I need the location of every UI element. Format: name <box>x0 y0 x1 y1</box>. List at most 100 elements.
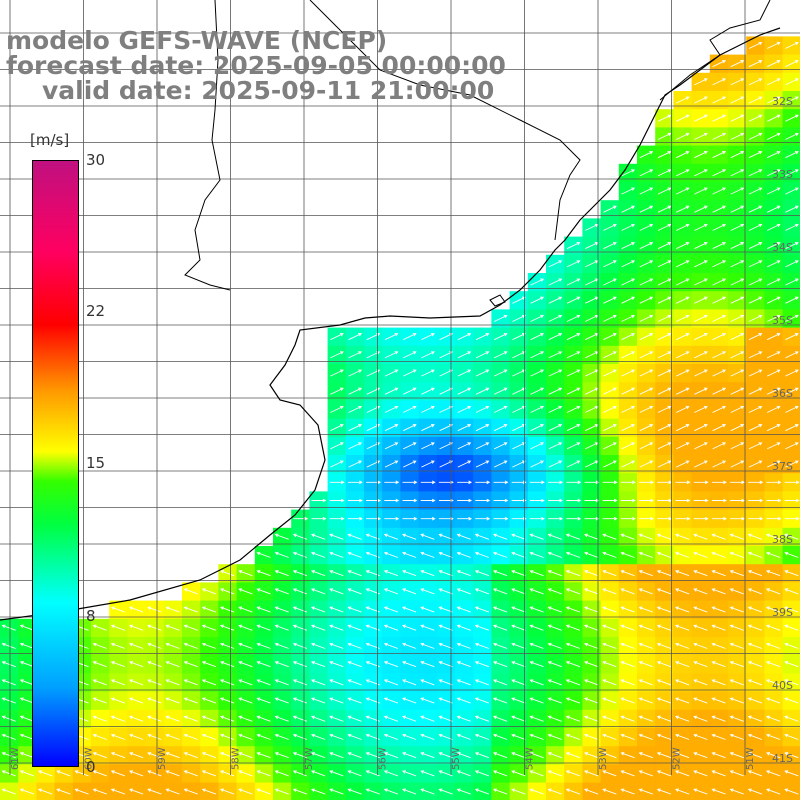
wind-arrow <box>766 642 781 649</box>
wind-arrow <box>620 480 636 485</box>
wind-arrow <box>620 570 635 577</box>
wind-arrow <box>675 752 690 759</box>
wind-arrow <box>620 533 635 540</box>
wind-arrow <box>530 460 545 468</box>
wind-arrow <box>693 516 709 521</box>
wind-arrow <box>402 715 417 722</box>
wind-arrow <box>493 642 508 649</box>
wind-arrow <box>438 661 453 668</box>
wind-arrow <box>110 733 126 740</box>
wind-arrow <box>1 697 16 704</box>
wind-arrow <box>694 424 708 432</box>
wind-arrow <box>438 697 453 704</box>
wind-arrow <box>403 351 417 359</box>
wind-arrow <box>183 752 198 759</box>
wind-arrow <box>638 715 653 722</box>
wind-arrow <box>438 588 453 595</box>
wind-arrow <box>656 606 672 613</box>
wind-arrow <box>474 733 490 740</box>
wind-arrow <box>129 679 144 686</box>
wind-arrow <box>693 533 708 540</box>
wind-arrow <box>274 788 289 795</box>
wind-arrow <box>730 442 745 450</box>
wind-arrow <box>694 223 708 231</box>
wind-arrow <box>19 733 35 740</box>
wind-arrow <box>493 551 508 558</box>
wind-arrow <box>512 405 526 413</box>
wind-arrow <box>748 369 763 377</box>
wind-arrow <box>767 169 781 177</box>
wind-arrow <box>165 679 180 686</box>
wind-arrow <box>329 679 344 686</box>
wind-arrow <box>767 260 781 268</box>
wind-cell <box>637 782 656 800</box>
wind-arrow <box>676 442 690 450</box>
wind-arrow <box>638 661 653 668</box>
wind-arrow <box>547 752 562 759</box>
wind-arrow <box>311 642 326 649</box>
wind-arrow <box>785 151 799 159</box>
wind-arrow <box>675 642 690 649</box>
wind-arrow <box>656 679 672 686</box>
wind-arrow <box>693 733 708 740</box>
wind-arrow <box>712 132 727 140</box>
wind-arrow <box>729 570 744 577</box>
wind-arrow <box>767 41 781 49</box>
wind-arrow <box>694 405 708 413</box>
wind-arrow <box>694 296 708 304</box>
wind-arrow <box>384 460 399 468</box>
wind-arrow <box>602 661 617 668</box>
wind-arrow <box>712 460 727 468</box>
wind-arrow <box>420 498 436 503</box>
wind-arrow <box>438 715 453 722</box>
wind-arrow <box>238 752 253 759</box>
wind-arrow <box>730 460 745 468</box>
wind-arrow <box>657 132 672 140</box>
wind-arrow <box>767 242 781 250</box>
wind-arrow <box>511 551 526 558</box>
wind-arrow <box>620 551 635 558</box>
wind-arrow <box>566 480 582 485</box>
wind-arrow <box>620 516 636 521</box>
wind-arrow <box>566 242 581 250</box>
wind-cell <box>691 782 711 800</box>
wind-arrow <box>403 460 417 468</box>
wind-arrow <box>694 314 708 322</box>
wind-arrow <box>638 697 653 704</box>
wind-arrow <box>712 405 727 413</box>
wind-arrow <box>547 715 562 722</box>
wind-arrow <box>548 351 563 359</box>
wind-arrow <box>712 187 727 195</box>
wind-arrow <box>656 624 672 631</box>
wind-arrow <box>493 516 509 521</box>
wind-arrow <box>621 460 636 468</box>
wind-arrow <box>548 480 564 485</box>
wind-arrow <box>639 296 654 304</box>
wind-arrow <box>529 480 545 485</box>
wind-arrow <box>639 260 654 268</box>
wind-arrow <box>675 533 690 540</box>
wind-arrow <box>694 132 708 140</box>
wind-arrow <box>529 679 544 686</box>
wind-arrow <box>311 516 327 521</box>
wind-arrow <box>493 570 508 577</box>
wind-arrow <box>220 642 235 649</box>
wind-arrow <box>766 697 781 704</box>
wind-arrow <box>548 516 564 521</box>
wind-arrow <box>493 480 509 485</box>
wind-arrow <box>621 296 636 304</box>
wind-arrow <box>311 624 326 631</box>
wind-arrow <box>548 314 563 322</box>
wind-arrow <box>420 661 435 668</box>
wind-arrow <box>512 314 526 322</box>
wind-arrow <box>675 516 691 521</box>
wind-arrow <box>347 516 363 521</box>
wind-cell <box>345 782 365 800</box>
wind-arrow <box>784 533 799 540</box>
wind-arrow <box>694 78 708 86</box>
wind-arrow <box>129 752 144 759</box>
wind-arrow <box>74 788 89 795</box>
wind-arrow <box>584 788 599 795</box>
wind-arrow <box>384 333 399 341</box>
wind-arrow <box>201 697 217 704</box>
